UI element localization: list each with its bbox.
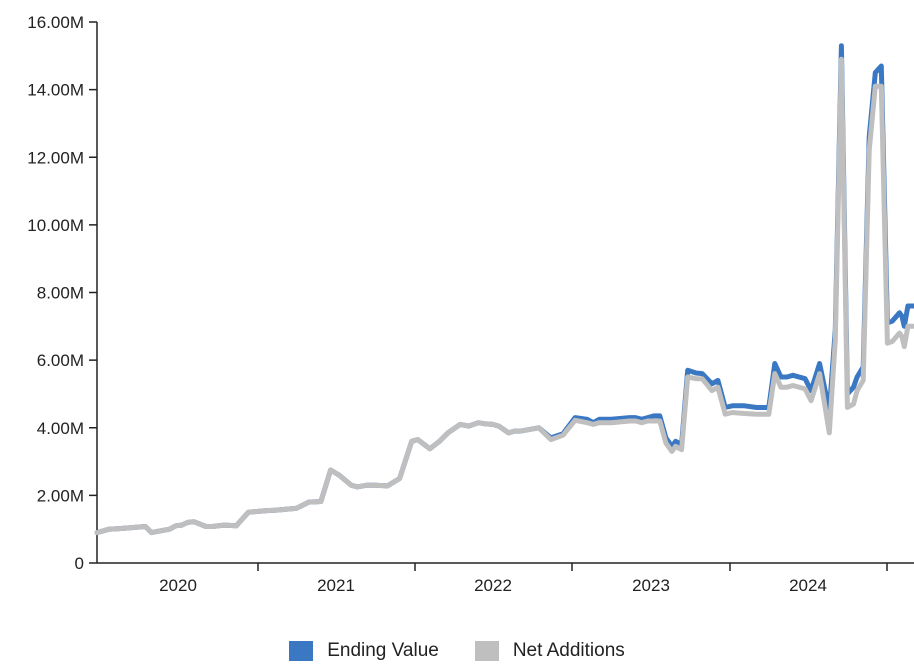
y-tick-label: 16.00M xyxy=(27,13,84,32)
y-tick-label: 10.00M xyxy=(27,216,84,235)
series-line-ending-value xyxy=(94,43,914,536)
legend-item-ending-value[interactable]: Ending Value xyxy=(289,640,439,662)
x-tick-label: 2022 xyxy=(474,576,512,595)
legend-item-net-additions[interactable]: Net Additions xyxy=(474,640,625,662)
y-tick-label: 2.00M xyxy=(37,486,84,505)
x-tick-label: 2020 xyxy=(159,576,197,595)
y-tick-label: 14.00M xyxy=(27,81,84,100)
legend-swatch-ending-value xyxy=(289,641,314,661)
legend-swatch-net-additions xyxy=(474,641,499,661)
y-tick-label: 4.00M xyxy=(37,419,84,438)
legend-label-net-additions: Net Additions xyxy=(512,640,625,661)
y-axis-ticks: 0 2.00M 4.00M 6.00M 8.00M 10.00M 12.00M 14.00M 1… xyxy=(27,13,97,573)
y-tick-label: 12.00M xyxy=(27,148,84,167)
line-chart: 0 2.00M 4.00M 6.00M 8.00M 10.00M 12.00M 14.00M 1… xyxy=(27,13,914,595)
series-line-net-additions xyxy=(94,56,914,536)
x-tick-label: 2021 xyxy=(317,576,355,595)
x-tick-label: 2023 xyxy=(632,576,670,595)
legend-label-ending-value: Ending Value xyxy=(327,640,439,661)
y-tick-label: 6.00M xyxy=(37,351,84,370)
x-axis-ticks: 2020 2021 2022 2023 2024 xyxy=(159,563,888,595)
y-tick-label: 8.00M xyxy=(37,284,84,303)
chart-legend: Ending Value Net Additions xyxy=(0,636,914,666)
x-tick-label: 2024 xyxy=(789,576,827,595)
series-layer xyxy=(94,43,914,536)
y-tick-label: 0 xyxy=(75,554,84,573)
